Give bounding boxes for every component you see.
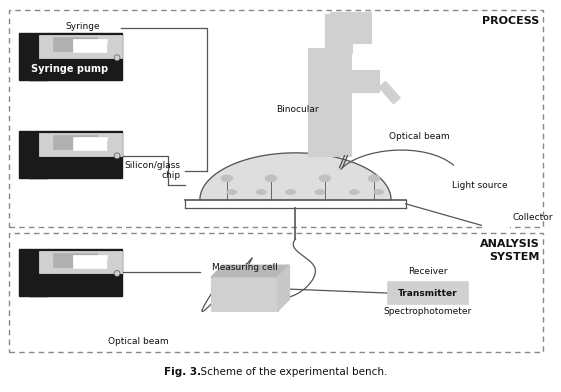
Bar (388, 261, 468, 282)
Text: Syringe: Syringe (66, 22, 100, 31)
Polygon shape (278, 265, 289, 311)
Text: Optical beam: Optical beam (108, 337, 169, 346)
Text: Scheme of the experimental bench.: Scheme of the experimental bench. (194, 367, 387, 377)
Bar (19, 131, 122, 178)
Text: Optical beam: Optical beam (389, 132, 449, 141)
Bar (29, 41, 48, 80)
Ellipse shape (286, 190, 296, 194)
Text: Transmitter: Transmitter (398, 289, 458, 298)
Bar (454, 155, 505, 176)
Ellipse shape (374, 190, 384, 194)
Bar (19, 33, 122, 80)
Polygon shape (211, 265, 289, 277)
Bar (73, 255, 107, 268)
Bar (53, 135, 98, 149)
Bar (107, 259, 115, 269)
Bar (330, 12, 371, 43)
Text: Fig. 3.: Fig. 3. (164, 367, 201, 377)
Bar (325, 14, 352, 53)
Text: Syringe pump: Syringe pump (31, 64, 109, 74)
Text: Spectrophotometer: Spectrophotometer (384, 307, 472, 316)
Bar (73, 137, 107, 150)
Bar (19, 249, 122, 296)
Text: Receiver: Receiver (408, 267, 448, 276)
Text: Silicon/glass
chip: Silicon/glass chip (125, 161, 180, 180)
Ellipse shape (227, 190, 237, 194)
Bar (39, 35, 122, 58)
Bar (107, 141, 115, 151)
Bar (29, 257, 48, 296)
Text: PROCESS: PROCESS (482, 16, 540, 25)
Text: Measuring cell: Measuring cell (211, 263, 278, 272)
Bar (73, 39, 107, 52)
Bar (39, 133, 122, 156)
Bar (107, 43, 115, 53)
Circle shape (114, 270, 120, 276)
Circle shape (114, 153, 120, 159)
Bar (351, 69, 379, 92)
Text: Collector: Collector (512, 213, 553, 222)
Polygon shape (200, 153, 391, 200)
Bar (29, 139, 48, 178)
Bar (211, 277, 278, 311)
Polygon shape (379, 81, 401, 104)
Ellipse shape (256, 190, 266, 194)
Ellipse shape (368, 175, 380, 182)
Text: Light source: Light source (452, 181, 508, 190)
Ellipse shape (221, 175, 233, 182)
Text: Binocular: Binocular (276, 105, 319, 114)
Bar (312, 51, 347, 63)
Circle shape (114, 55, 120, 61)
Bar (388, 282, 468, 304)
Ellipse shape (319, 175, 331, 182)
Bar (308, 48, 351, 156)
Bar (53, 37, 98, 51)
Bar (482, 205, 509, 230)
Ellipse shape (315, 190, 325, 194)
Ellipse shape (265, 175, 277, 182)
Bar (53, 253, 98, 267)
Bar (39, 251, 122, 274)
Text: ANALYSIS
SYSTEM: ANALYSIS SYSTEM (480, 239, 540, 261)
Text: Speed
camera: Speed camera (332, 16, 366, 35)
Ellipse shape (350, 190, 359, 194)
